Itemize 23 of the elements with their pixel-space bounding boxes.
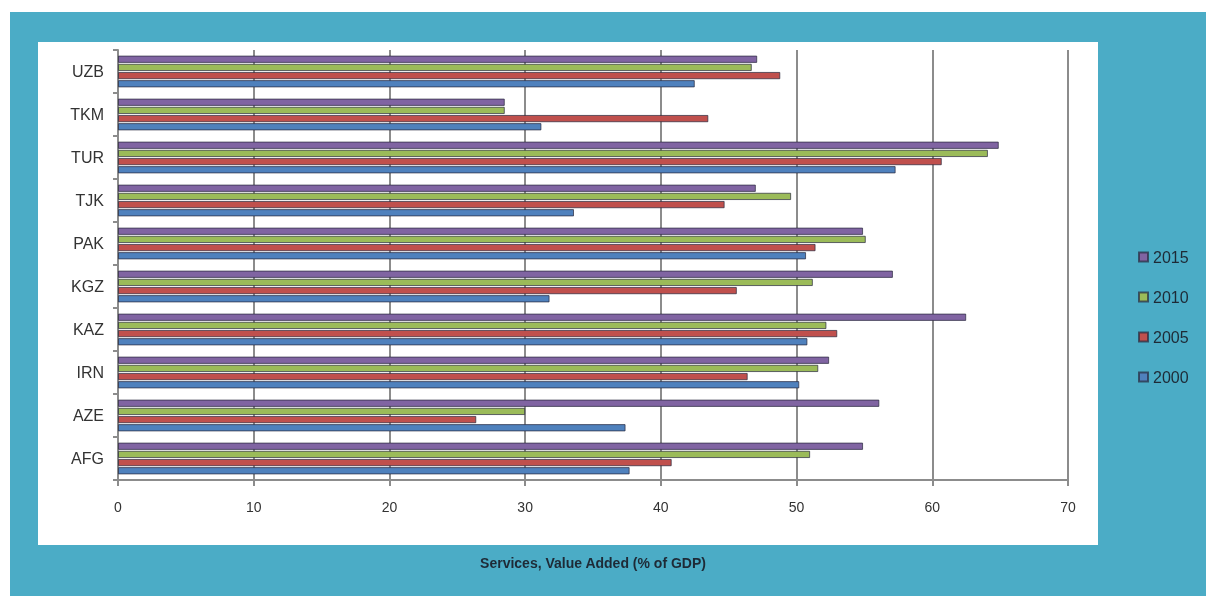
x-tick-label: 50 — [788, 499, 805, 515]
y-tick-label: AFG — [71, 450, 104, 467]
legend-label: 2010 — [1153, 288, 1189, 306]
x-tick-label: 40 — [653, 499, 669, 515]
y-tick-label: PAK — [73, 235, 105, 252]
x-tick-label: 10 — [245, 499, 262, 515]
y-tick-label: UZB — [72, 63, 104, 80]
y-tick-label: IRN — [76, 364, 104, 381]
y-tick-label: TUR — [71, 149, 104, 166]
x-axis-title: Services, Value Added (% of GDP) — [480, 555, 706, 571]
x-tick-label: 0 — [114, 499, 123, 515]
y-tick-label: TKM — [70, 106, 104, 123]
x-tick-label: 30 — [517, 499, 534, 515]
x-tick-label: 20 — [381, 499, 398, 515]
y-tick-label: KAZ — [72, 321, 105, 338]
y-tick-label: KGZ — [71, 278, 105, 295]
legend-label: 2015 — [1153, 248, 1189, 266]
legend-label: 2005 — [1153, 328, 1189, 346]
x-tick-label: 70 — [1060, 499, 1076, 515]
x-tick-label: 60 — [924, 499, 941, 515]
y-tick-label: TJK — [75, 192, 105, 209]
legend-label: 2000 — [1153, 368, 1189, 386]
y-tick-label: AZE — [72, 407, 104, 424]
